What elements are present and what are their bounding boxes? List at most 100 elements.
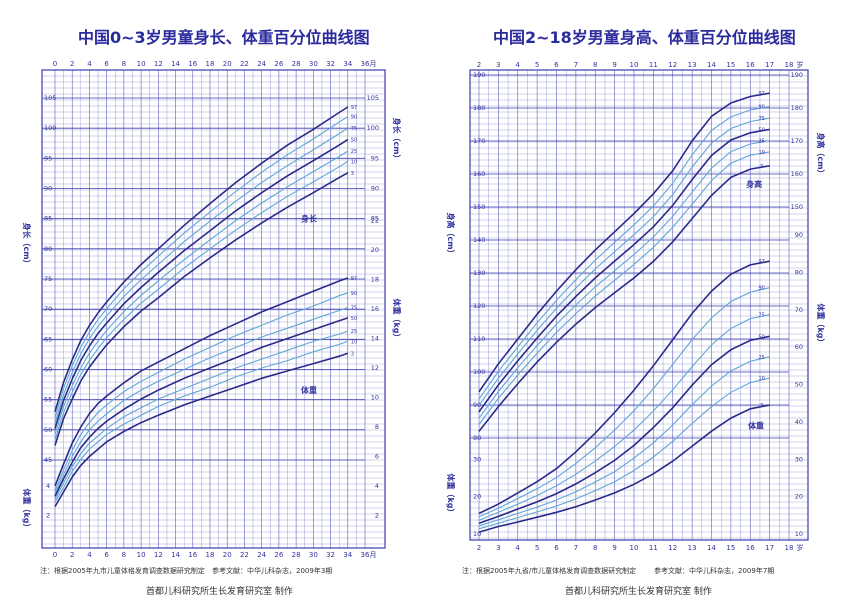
left-height-axis-title: 身长（cm） (22, 222, 32, 267)
right-height-curve-p3 (478, 165, 770, 432)
left-x-tick-bottom: 4 (87, 551, 92, 559)
left-x-tick-bottom: 26 (274, 551, 283, 559)
right-right-height-tick: 170 (791, 137, 803, 145)
left-x-tick-bottom: 24 (257, 551, 266, 559)
right-right-weight-tick: 10 (795, 530, 803, 538)
left-height-tick: 85 (44, 215, 52, 223)
left-x-tick-bottom: 8 (122, 551, 126, 559)
left-height-tick: 55 (44, 396, 52, 404)
left-height-tick: 105 (44, 94, 56, 102)
left-x-tick-top: 34 (343, 60, 352, 68)
left-length-curve-p25 (54, 150, 349, 435)
right-right-weight-tick: 60 (795, 343, 803, 351)
left-x-tick-bottom: 32 (326, 551, 335, 559)
left-x-tick-top: 24 (257, 60, 266, 68)
left-right-weight-tick: 20 (371, 246, 379, 254)
left-chart-title: 中国0~3岁男童身长、体重百分位曲线图 (78, 28, 370, 47)
left-x-tick-top: 4 (87, 60, 92, 68)
left-weight-curve-p10 (54, 340, 348, 503)
left-right-height-tick: 105 (367, 94, 379, 102)
left-x-tick-bottom: 14 (171, 551, 180, 559)
left-x-tick-bottom: 10 (137, 551, 146, 559)
right-maker: 首都儿科研究所生长发育研究室 制作 (565, 587, 712, 597)
right-x-tick-bottom: 3 (496, 544, 500, 552)
left-x-tick-top: 6 (104, 60, 109, 68)
left-weight-label-p25: 25 (351, 329, 357, 335)
right-x-tick-top: 12 (668, 61, 677, 69)
right-height-tick: 120 (473, 302, 485, 310)
right-height-series-label: 身高 (746, 179, 762, 189)
right-x-tick-top: 11 (649, 61, 658, 69)
right-right-height-tick: 160 (791, 170, 803, 178)
left-note: 注：根据2005年九市儿童体格发育调查数据研究制定 (40, 567, 205, 575)
right-x-tick-top: 13 (688, 61, 697, 69)
right-right-weight-tick: 30 (795, 455, 803, 463)
right-plot-frame (469, 69, 809, 541)
left-weight-tick: 2 (46, 512, 50, 520)
left-length-curve-p10 (54, 160, 349, 441)
left-x-unit-top: 月 (370, 60, 377, 68)
left-x-tick-top: 20 (223, 60, 232, 68)
left-right-weight-axis-title: 体重（kg） (392, 298, 402, 341)
right-x-tick-top: 18 (785, 61, 794, 69)
right-weight-curve-p50 (478, 335, 770, 524)
right-right-height-tick: 150 (791, 203, 803, 211)
left-maker: 首都儿科研究所生长发育研究室 制作 (146, 587, 293, 597)
left-x-tick-top: 28 (292, 60, 301, 68)
left-x-tick-top: 26 (274, 60, 283, 68)
right-height-label-p97: 97 (758, 91, 764, 97)
right-weight-label-p97: 97 (758, 259, 764, 265)
left-x-tick-top: 22 (240, 60, 249, 68)
left-weight-label-p3: 3 (351, 351, 354, 357)
left-x-tick-bottom: 30 (309, 551, 318, 559)
left-x-tick-top: 30 (309, 60, 318, 68)
left-length-curve-p3 (54, 172, 349, 446)
left-x-tick-bottom: 0 (53, 551, 57, 559)
right-x-tick-top: 2 (477, 61, 481, 69)
left-length-label-p3: 3 (351, 171, 354, 177)
right-x-tick-top: 3 (496, 61, 500, 69)
right-weight-label-p50: 50 (758, 334, 764, 340)
left-right-weight-tick: 8 (375, 423, 379, 431)
right-x-unit-top: 岁 (797, 60, 804, 69)
right-height-tick: 110 (473, 335, 485, 343)
left-right-weight-tick: 16 (371, 305, 379, 313)
right-x-tick-top: 4 (516, 61, 521, 69)
right-height-tick: 100 (473, 368, 485, 376)
right-x-tick-bottom: 15 (726, 544, 735, 552)
left-height-tick: 45 (44, 456, 52, 464)
left-length-label-p75: 75 (351, 126, 357, 132)
right-height-tick: 90 (473, 401, 481, 409)
left-x-tick-bottom: 20 (223, 551, 232, 559)
left-height-tick: 60 (44, 366, 52, 374)
right-weight-label-p25: 25 (758, 355, 764, 361)
right-x-tick-bottom: 12 (668, 544, 677, 552)
left-x-tick-top: 14 (171, 60, 180, 68)
right-x-tick-top: 8 (593, 61, 597, 69)
right-x-tick-bottom: 13 (688, 544, 697, 552)
right-height-label-p10: 10 (758, 150, 764, 156)
left-height-tick: 80 (44, 245, 52, 253)
right-weight-label-p75: 75 (758, 313, 764, 319)
right-x-tick-bottom: 5 (535, 544, 539, 552)
left-weight-curve-p90 (54, 292, 348, 491)
left-weight-curve-p75 (54, 306, 348, 494)
right-right-height-tick: 190 (791, 71, 803, 79)
right-right-height-axis-title: 身高（cm） (816, 132, 826, 177)
left-right-weight-tick: 18 (371, 276, 379, 284)
left-right-weight-tick: 12 (371, 364, 379, 372)
right-height-tick: 180 (473, 104, 485, 112)
left-x-tick-bottom: 12 (154, 551, 163, 559)
right-x-tick-bottom: 8 (593, 544, 597, 552)
right-height-tick: 170 (473, 137, 485, 145)
right-height-label-p3: 3 (760, 164, 763, 170)
left-right-height-tick: 95 (371, 154, 379, 162)
right-weight-tick: 30 (473, 455, 481, 463)
right-x-tick-top: 14 (707, 61, 716, 69)
right-height-tick: 160 (473, 170, 485, 178)
right-height-axis-title: 身高（cm） (446, 212, 456, 257)
right-height-curve-p75 (478, 117, 770, 406)
right-height-label-p90: 90 (758, 105, 764, 111)
right-weight-label-p10: 10 (758, 376, 764, 382)
